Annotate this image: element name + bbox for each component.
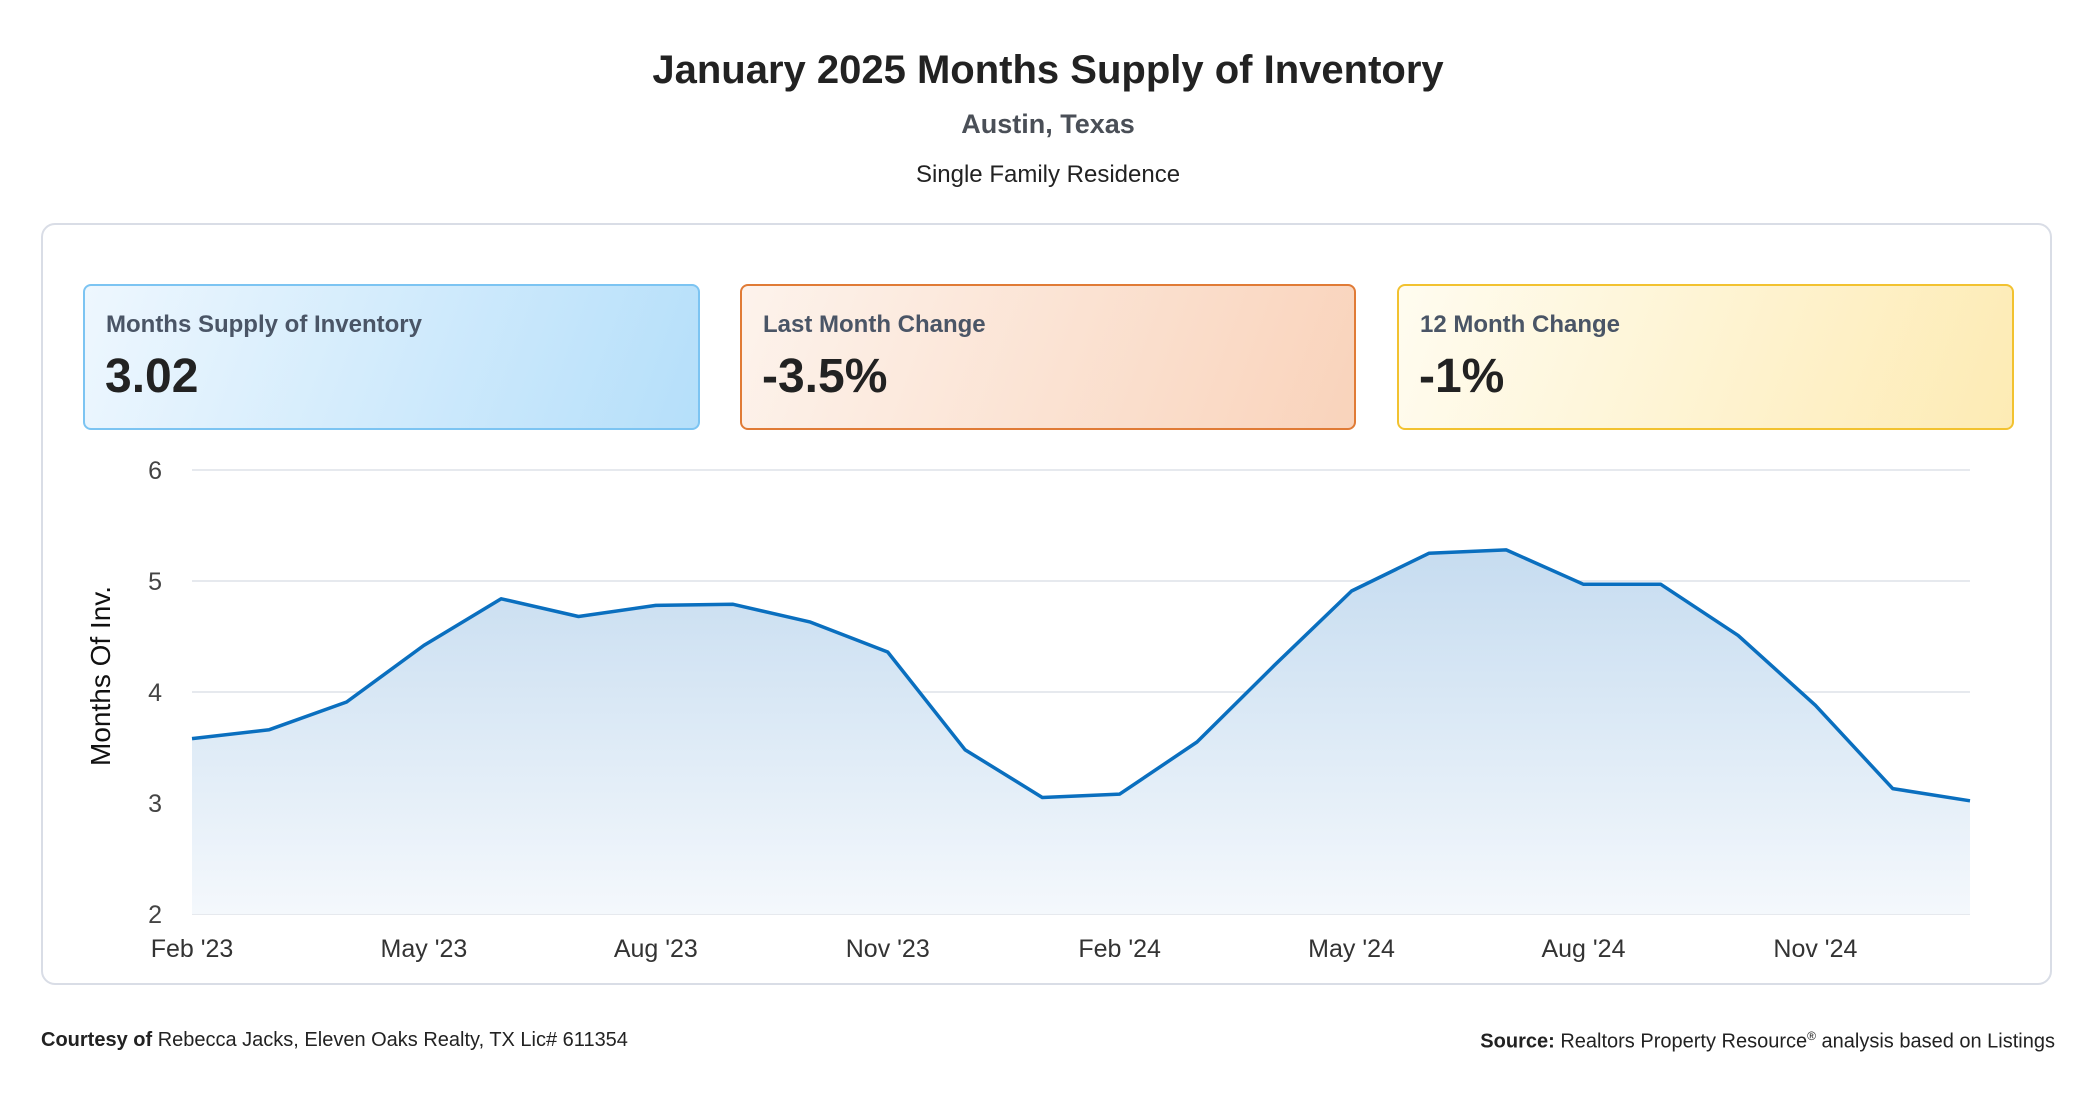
- x-tick-label: May '24: [1308, 935, 1395, 963]
- series-line: [191, 548, 1971, 803]
- series-area: [192, 549, 1970, 914]
- x-tick-label: Feb '23: [151, 935, 234, 963]
- months-supply-value: 3.02: [105, 350, 199, 403]
- source-text: Realtors Property Resource: [1560, 1030, 1808, 1053]
- x-tick-label: Aug '24: [1541, 935, 1625, 963]
- property-type-subtitle: Single Family Residence: [915, 161, 1181, 188]
- twelve-month-change-label: 12 Month Change: [1420, 311, 1621, 338]
- source-suffix: analysis based on Listings: [1821, 1030, 2055, 1053]
- courtesy-text: Rebecca Jacks, Eleven Oaks Realty, TX Li…: [157, 1029, 628, 1051]
- y-tick-label: 4: [148, 679, 162, 707]
- months-supply-card: Months Supply of Inventory 3.02: [83, 284, 700, 430]
- y-tick-label: 5: [148, 568, 162, 596]
- y-tick-label: 2: [148, 901, 162, 929]
- y-tick-label: 6: [148, 457, 162, 485]
- x-tick-label: May '23: [381, 935, 468, 963]
- page-title: January 2025 Months Supply of Inventory: [652, 48, 1444, 92]
- courtesy-label: Courtesy of: [41, 1029, 153, 1051]
- twelve-month-change-card: 12 Month Change -1%: [1397, 284, 2014, 430]
- y-axis-ticks: 2 3 4 5 6: [148, 457, 162, 929]
- courtesy-footer: Courtesy of Rebecca Jacks, Eleven Oaks R…: [41, 1029, 628, 1052]
- x-tick-label: Feb '24: [1078, 935, 1161, 963]
- last-month-change-value: -3.5%: [762, 350, 888, 403]
- last-month-change-label: Last Month Change: [763, 311, 986, 338]
- y-axis-label: Months Of Inv.: [85, 586, 116, 766]
- source-footer: Source: Realtors Property Resource® anal…: [1480, 1029, 2055, 1054]
- months-supply-label: Months Supply of Inventory: [106, 311, 422, 338]
- x-tick-label: Nov '23: [846, 935, 930, 963]
- x-tick-label: Nov '24: [1773, 935, 1857, 963]
- twelve-month-change-value: -1%: [1419, 350, 1505, 403]
- x-axis-ticks: Feb '23 May '23 Aug '23 Nov '23 Feb '24 May '…: [151, 935, 1858, 963]
- location-subtitle: Austin, Texas: [961, 109, 1135, 139]
- registered-mark: ®: [1807, 1029, 1816, 1043]
- last-month-change-card: Last Month Change -3.5%: [740, 284, 1356, 430]
- y-tick-label: 3: [148, 790, 162, 818]
- source-label: Source:: [1480, 1030, 1555, 1053]
- x-tick-label: Aug '23: [614, 935, 698, 963]
